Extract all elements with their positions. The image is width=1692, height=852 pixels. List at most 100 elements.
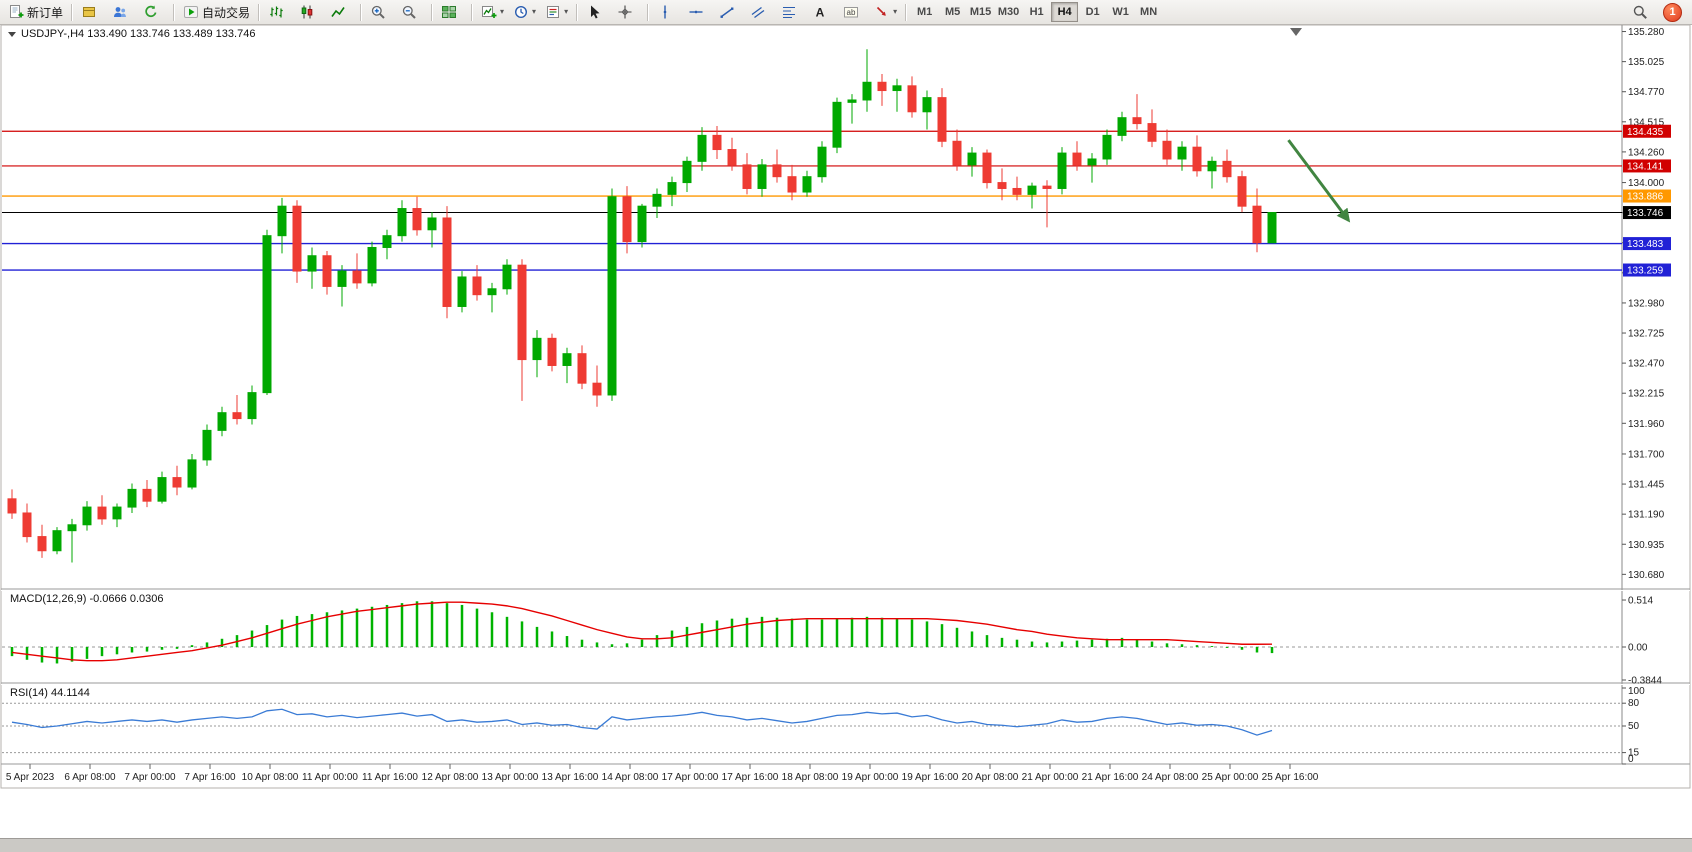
candle-body: [322, 255, 332, 287]
collapse-arrow-icon[interactable]: [8, 31, 16, 37]
candle-body: [1192, 146, 1202, 172]
candle-body: [262, 235, 272, 394]
price-tag[interactable]: [1623, 206, 1671, 220]
svg-text:133.746: 133.746: [1627, 208, 1664, 219]
metaeditor-button[interactable]: [77, 1, 107, 23]
search-button[interactable]: [1628, 1, 1658, 23]
price-tag[interactable]: [1623, 189, 1671, 203]
svg-text:100: 100: [1628, 686, 1645, 697]
macd-panel: 0.514 0.00 -0.3844: [2, 596, 1662, 687]
candle-body: [442, 217, 452, 307]
rsi-indicator-label: RSI(14) 44.1144: [10, 687, 90, 699]
svg-text:132.725: 132.725: [1628, 329, 1665, 340]
zoom-in-button[interactable]: [366, 1, 396, 23]
candles-layer: [7, 49, 1277, 563]
trendline-button[interactable]: [715, 1, 745, 23]
price-axis[interactable]: 135.280 135.025 134.770 134.515 134.260 134.0…: [1622, 27, 1665, 581]
candle-body: [382, 235, 392, 248]
letter-A-icon: A: [812, 4, 828, 20]
candle-body: [817, 146, 827, 178]
periods-dropdown[interactable]: ▾: [509, 1, 540, 23]
macd-indicator-label: MACD(12,26,9) -0.0666 0.0306: [10, 593, 164, 605]
time-axis[interactable]: 5 Apr 2023 6 Apr 08:00 7 Apr 00:00 7 Apr 16…: [6, 764, 1319, 783]
bar-chart-button[interactable]: [264, 1, 294, 23]
dropdown-caret-icon[interactable]: ▾: [532, 7, 537, 16]
vertical-line-button[interactable]: [653, 1, 683, 23]
new-order-button[interactable]: 新订单: [4, 1, 67, 23]
dropdown-caret-icon[interactable]: ▾: [500, 7, 505, 16]
gold-box-icon: [81, 4, 97, 20]
candle-body: [802, 176, 812, 193]
refresh-button[interactable]: [139, 1, 169, 23]
template-icon: [545, 4, 561, 20]
users-blue-icon: [112, 4, 128, 20]
clock-icon: [513, 4, 529, 20]
crosshair-button[interactable]: [613, 1, 643, 23]
toolbar-separator: [360, 3, 363, 21]
candle-body: [937, 97, 947, 142]
timeframe-h4-button[interactable]: H4: [1051, 2, 1079, 22]
candle-body: [1072, 152, 1082, 166]
svg-text:21 Apr 00:00: 21 Apr 00:00: [1022, 772, 1079, 783]
price-tag[interactable]: [1623, 237, 1671, 251]
candle-body: [622, 196, 632, 243]
candle-body: [757, 164, 767, 189]
svg-text:132.215: 132.215: [1628, 389, 1665, 400]
price-tag[interactable]: [1623, 263, 1671, 277]
line-chart-button[interactable]: [326, 1, 356, 23]
candle-body: [412, 208, 422, 231]
notification-badge[interactable]: 1: [1663, 2, 1682, 22]
cursor-button[interactable]: [582, 1, 612, 23]
autotrading-button[interactable]: 自动交易: [179, 1, 254, 23]
timeframe-m1-button[interactable]: M1: [916, 6, 933, 18]
svg-text:17 Apr 00:00: 17 Apr 00:00: [662, 772, 719, 783]
community-button[interactable]: [108, 1, 138, 23]
candle-body: [742, 164, 752, 189]
svg-text:134.435: 134.435: [1627, 127, 1664, 138]
bottom-bar: [0, 838, 1692, 852]
chart-canvas[interactable]: 135.280 135.025 134.770 134.515 134.260 134.0…: [0, 0, 1692, 800]
svg-text:11 Apr 16:00: 11 Apr 16:00: [362, 772, 418, 783]
tile-windows-button[interactable]: [437, 1, 467, 23]
timeframe-m30-button[interactable]: M30: [997, 6, 1020, 18]
zoom-out-button[interactable]: [397, 1, 427, 23]
text-button[interactable]: A: [808, 1, 838, 23]
arrows-dropdown[interactable]: ▾: [870, 1, 901, 23]
toolbar-separator: [258, 3, 261, 21]
candle-body: [472, 276, 482, 296]
timeframe-mn-button[interactable]: MN: [1140, 6, 1158, 18]
candle-body: [142, 488, 152, 502]
horizontal-line-button[interactable]: [684, 1, 714, 23]
candle-body: [427, 217, 437, 231]
dropdown-caret-icon[interactable]: ▾: [564, 7, 569, 16]
candle-body: [232, 412, 242, 420]
rsi-line: [11, 708, 1273, 736]
candle-body: [1132, 117, 1142, 125]
svg-text:133.483: 133.483: [1627, 239, 1664, 250]
chart-shift-marker[interactable]: [1290, 28, 1302, 36]
timeframe-w1-button[interactable]: W1: [1112, 6, 1129, 18]
templates-dropdown[interactable]: ▾: [541, 1, 572, 23]
candlestick-chart-button[interactable]: [295, 1, 325, 23]
candle-body: [862, 81, 872, 101]
dropdown-caret-icon[interactable]: ▾: [893, 7, 898, 16]
channel-button[interactable]: [746, 1, 776, 23]
timeframe-d1-button[interactable]: D1: [1085, 6, 1100, 18]
timeframe-m15-button[interactable]: M15: [969, 6, 992, 18]
timeframe-h1-button[interactable]: H1: [1029, 6, 1044, 18]
price-tag[interactable]: [1623, 124, 1671, 138]
label-T-icon: ab: [843, 4, 859, 20]
price-tag[interactable]: [1623, 159, 1671, 173]
candle-body: [157, 477, 167, 502]
fibonacci-button[interactable]: [777, 1, 807, 23]
candle-body: [787, 176, 797, 193]
candle-body: [727, 149, 737, 166]
fibo-icon: [781, 4, 797, 20]
candle-body: [367, 246, 377, 284]
timeframe-m5-button[interactable]: M5: [944, 6, 961, 18]
trend-arrow-annotation[interactable]: [1287, 139, 1351, 223]
new-chart-dropdown[interactable]: ▾: [477, 1, 508, 23]
candle-body: [652, 193, 662, 207]
svg-text:10 Apr 08:00: 10 Apr 08:00: [242, 772, 299, 783]
label-button[interactable]: ab: [839, 1, 869, 23]
